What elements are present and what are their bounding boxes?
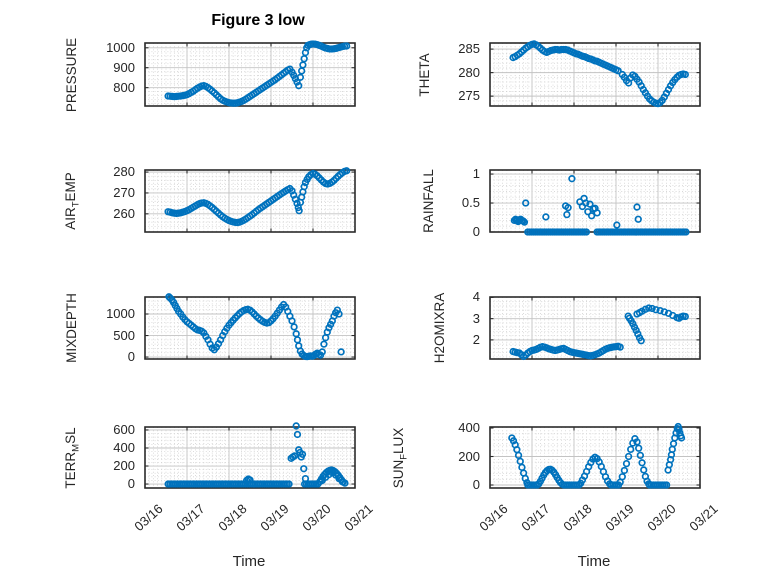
subplot-pressure (144, 40, 356, 107)
ylabel-subscript: T (70, 201, 82, 208)
terr_msl-x-tick-03-21: 03/21 (341, 501, 377, 534)
subplot-h2omixra (489, 296, 701, 361)
sun_flux-x-tick-03-17: 03/17 (518, 501, 554, 534)
rainfall-scatter-markers (510, 175, 690, 236)
ylabel-text: H2OMIXRA (432, 292, 447, 364)
axes-box (144, 42, 356, 107)
mixdepth-y-tick-2: 1000 (106, 306, 135, 321)
terr_msl-x-tick-03-17: 03/17 (173, 501, 209, 534)
tick-marks (489, 43, 701, 106)
axes-box (489, 426, 701, 489)
subplot-theta (489, 40, 701, 108)
theta-y-tick-2: 285 (458, 41, 480, 57)
terr_msl-x-tick-03-16: 03/16 (131, 501, 167, 534)
tick-marks (144, 43, 356, 106)
ylabel-text: PRESSURE (64, 37, 79, 112)
axes-box (144, 426, 356, 489)
terr_msl-y-tick-1: 200 (113, 458, 135, 473)
sun_flux-y-tick-2: 400 (458, 419, 480, 435)
ylabel-text: RAINFALL (421, 169, 436, 233)
rainfall-y-tick-2: 1 (472, 166, 480, 182)
ylabel-text: THETA (417, 52, 432, 97)
sun_flux-x-tick-03-21: 03/21 (686, 501, 722, 534)
terr_msl-y-tick-3: 600 (113, 421, 135, 437)
terr_msl-y-tick-2: 400 (113, 439, 135, 455)
ylabel-text: TERR (63, 451, 78, 489)
h2omixra-scatter-markers (509, 304, 689, 361)
minor-grid (145, 297, 355, 359)
minor-grid (145, 170, 355, 232)
air_temp-y-tick-1: 270 (113, 184, 135, 200)
mixdepth-y-tick-1: 500 (113, 327, 135, 343)
minor-grid (145, 43, 355, 106)
sun_flux-x-tick-03-19: 03/19 (602, 501, 638, 534)
sun_flux-y-tick-0: 0 (472, 477, 480, 492)
pressure-y-tick-0: 800 (113, 79, 135, 95)
tick-marks (489, 296, 701, 359)
mixdepth-y-tick-0: 0 (127, 349, 135, 365)
h2omixra-y-tick-0: 2 (472, 331, 480, 347)
h2omixra-y-tick-1: 3 (472, 310, 480, 326)
pressure-y-tick-2: 1000 (106, 39, 135, 55)
terr_msl-y-tick-0: 0 (127, 476, 135, 492)
x-axis-label-right: Time (577, 553, 611, 570)
major-grid (490, 170, 700, 232)
minor-grid (490, 170, 700, 232)
h2omixra-y-axis-label: H2OMIXRA (431, 248, 449, 408)
subplot-air_temp (144, 167, 356, 233)
ylabel-subscript: F (398, 453, 410, 460)
theta-y-tick-0: 275 (458, 88, 480, 104)
ylabel-text: SUN (391, 459, 406, 488)
subplot-rainfall (489, 169, 701, 236)
pressure-y-tick-1: 900 (113, 59, 135, 75)
sun_flux-scatter-markers (508, 422, 686, 489)
theta-y-tick-1: 280 (458, 64, 480, 80)
axes-box (144, 169, 356, 233)
sun_flux-x-tick-03-18: 03/18 (560, 501, 596, 534)
ylabel-text: EMP (63, 172, 78, 202)
terr_msl-x-tick-03-20: 03/20 (299, 501, 335, 534)
h2omixra-y-tick-2: 4 (472, 289, 480, 305)
subplot-terr_msl (144, 422, 356, 489)
sun_flux-x-tick-03-16: 03/16 (476, 501, 512, 534)
terr_msl-scatter-markers (164, 422, 349, 488)
sun_flux-y-axis-label: SUNFLUX (390, 378, 410, 538)
theta-scatter-markers (509, 40, 689, 108)
figure-title: Figure 3 low (211, 12, 305, 29)
minor-grid (145, 427, 355, 488)
sun_flux-y-tick-1: 200 (458, 448, 480, 464)
axes-box (144, 296, 356, 360)
major-grid (490, 297, 700, 359)
x-axis-label-left: Time (232, 553, 266, 570)
air_temp-y-tick-0: 260 (113, 205, 135, 221)
air_temp-scatter-markers (164, 167, 351, 227)
terr_msl-x-tick-03-19: 03/19 (257, 501, 293, 534)
ylabel-text: LUX (391, 427, 406, 454)
subplot-sun_flux (489, 422, 701, 489)
terr_msl-y-axis-label: TERRMSL (62, 378, 82, 538)
axes-box (489, 42, 701, 107)
subplot-mixdepth (144, 293, 356, 361)
ylabel-text: MIXDEPTH (64, 293, 79, 363)
air_temp-y-tick-2: 280 (113, 164, 135, 180)
axes-box (489, 296, 701, 360)
terr_msl-x-tick-03-18: 03/18 (215, 501, 251, 534)
mixdepth-scatter-markers (165, 293, 345, 361)
ylabel-text: AIR (63, 207, 78, 230)
pressure-scatter-markers (164, 40, 351, 107)
rainfall-y-tick-0: 0 (472, 224, 480, 239)
sun_flux-x-tick-03-20: 03/20 (644, 501, 680, 534)
rainfall-y-tick-1: 0.5 (461, 195, 480, 211)
minor-grid (490, 297, 700, 359)
ylabel-subscript: M (70, 443, 82, 452)
ylabel-text: SL (63, 426, 78, 444)
tick-marks (144, 297, 356, 359)
